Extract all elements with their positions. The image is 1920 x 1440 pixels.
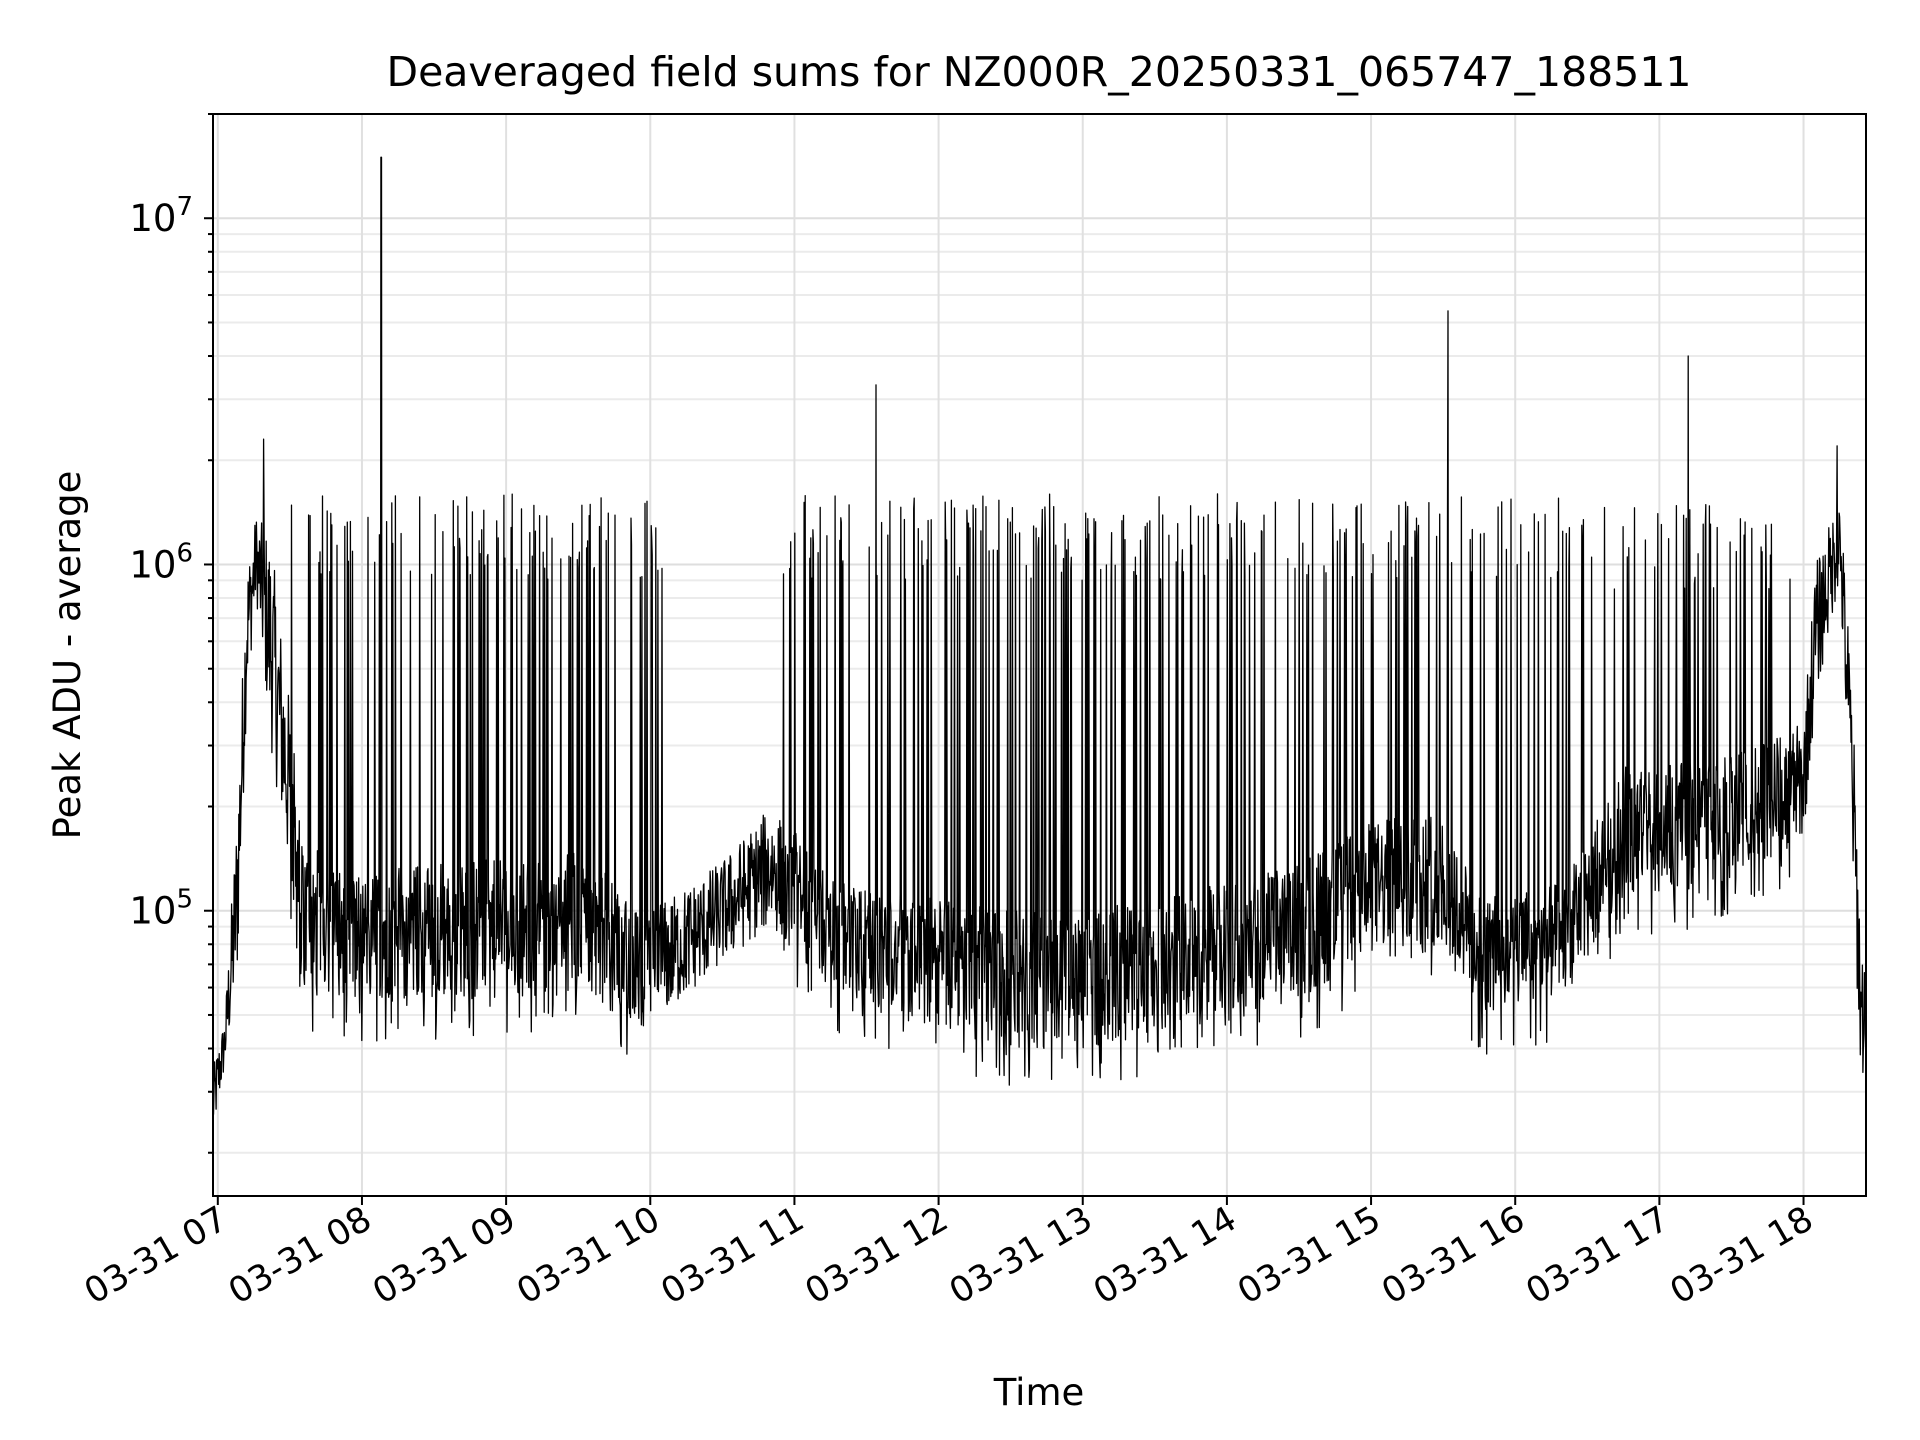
y-tick-label: 106 <box>129 538 193 586</box>
x-tick-label: 03-31 17 <box>1520 1199 1676 1312</box>
y-tick-label: 107 <box>129 192 193 240</box>
x-tick-label: 03-31 13 <box>943 1199 1099 1312</box>
x-tick-label: 03-31 08 <box>222 1199 378 1312</box>
x-axis-label: Time <box>993 1371 1085 1414</box>
y-axis: 105 106 107 <box>129 113 213 1154</box>
x-tick-label: 03-31 15 <box>1231 1199 1387 1312</box>
x-tick-label: 03-31 11 <box>655 1199 811 1312</box>
x-tick-label: 03-31 12 <box>799 1199 955 1312</box>
x-tick-label: 03-31 10 <box>510 1199 666 1312</box>
series-line <box>212 156 1867 1115</box>
chart-title: Deaveraged field sums for NZ000R_2025033… <box>387 48 1692 96</box>
x-tick-label: 03-31 16 <box>1375 1199 1531 1312</box>
y-tick-label: 105 <box>129 885 193 933</box>
y-axis-label: Peak ADU - average <box>46 471 89 840</box>
x-tick-label: 03-31 18 <box>1664 1199 1820 1312</box>
x-tick-label: 03-31 07 <box>78 1199 234 1312</box>
x-tick-label: 03-31 09 <box>366 1199 522 1312</box>
grid <box>213 113 1866 1196</box>
plot-frame <box>212 113 1867 1197</box>
x-tick-label: 03-31 14 <box>1087 1199 1243 1312</box>
data-line <box>212 156 1867 1115</box>
